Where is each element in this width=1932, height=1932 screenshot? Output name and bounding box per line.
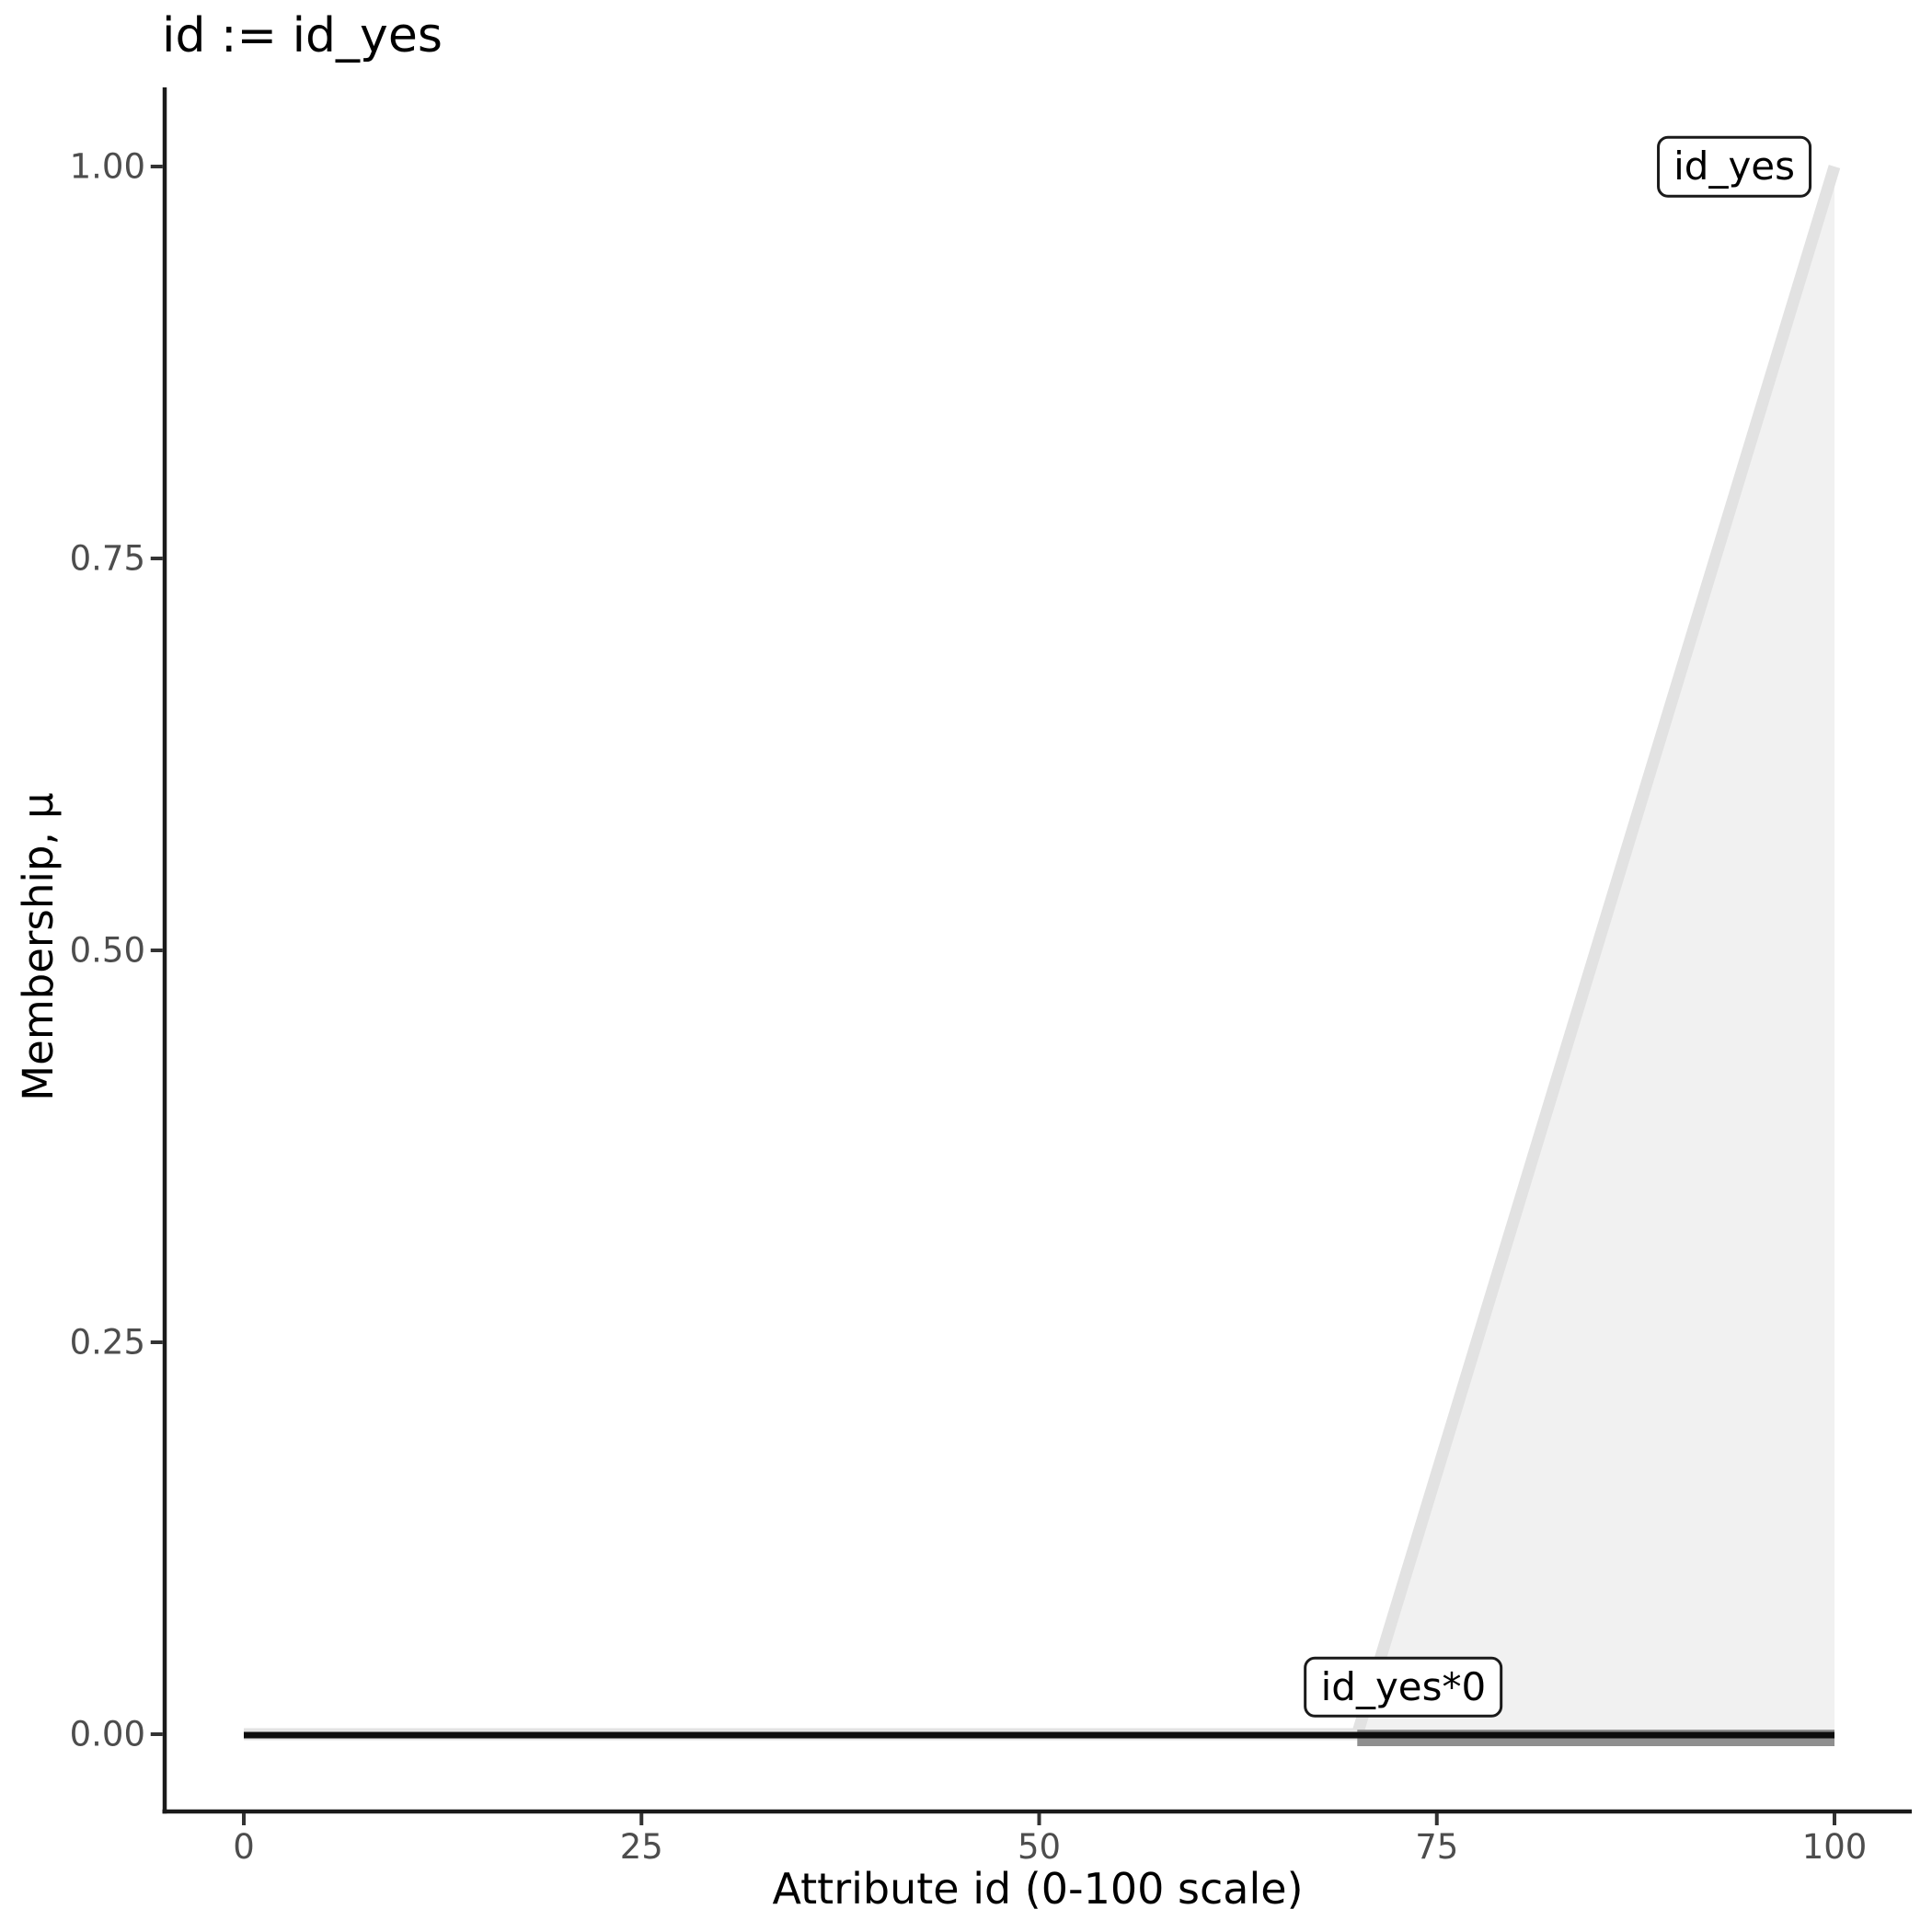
series-label-id-yes: id_yes [1657, 135, 1812, 198]
y-tick-label: 0.00 [69, 1714, 145, 1754]
chart-title: id := id_yes [162, 8, 443, 63]
x-tick-label: 50 [1017, 1827, 1062, 1867]
x-tick-label: 100 [1801, 1827, 1868, 1867]
x-tick-label: 0 [233, 1827, 255, 1867]
y-tick-label: 0.50 [69, 930, 145, 971]
series-label-id-yes-times-0: id_yes*0 [1304, 1656, 1503, 1719]
x-axis-label: Attribute id (0-100 scale) [772, 1864, 1304, 1914]
y-tick-label: 1.00 [69, 146, 145, 187]
x-tick-label: 25 [619, 1827, 663, 1867]
y-tick-label: 0.25 [69, 1322, 145, 1363]
y-tick-label: 0.75 [69, 538, 145, 579]
x-tick-label: 75 [1415, 1827, 1459, 1867]
